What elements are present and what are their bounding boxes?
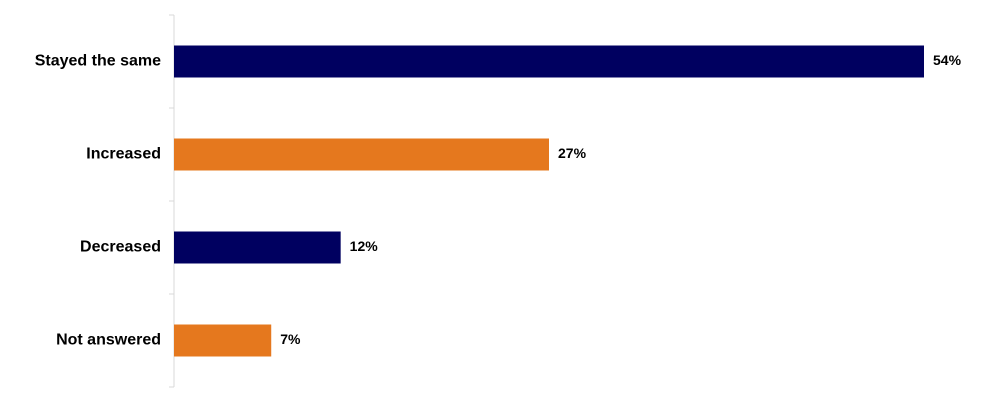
bar-not-answered bbox=[174, 324, 272, 357]
bar-increased bbox=[174, 138, 549, 171]
labels-layer: Stayed the same 54% Increased 27% Decreased 1… bbox=[35, 52, 962, 349]
category-label-decreased: Decreased bbox=[80, 239, 161, 256]
category-label-not-answered: Not answered bbox=[56, 332, 161, 349]
bar-decreased bbox=[174, 231, 341, 264]
value-label-stayed-the-same: 54% bbox=[933, 52, 962, 68]
category-label-increased: Increased bbox=[86, 146, 161, 163]
axis-layer bbox=[169, 14, 175, 388]
value-label-increased: 27% bbox=[558, 145, 587, 161]
category-label-stayed-the-same: Stayed the same bbox=[35, 53, 161, 70]
bar-stayed-the-same bbox=[174, 45, 924, 78]
bars-layer bbox=[174, 45, 924, 357]
value-label-not-answered: 7% bbox=[280, 331, 301, 347]
value-label-decreased: 12% bbox=[350, 238, 379, 254]
